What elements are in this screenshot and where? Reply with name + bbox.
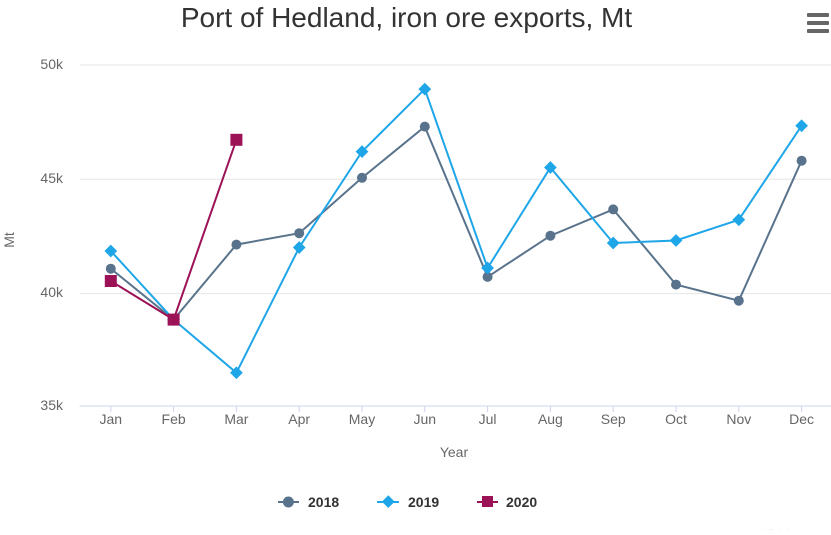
svg-text:40k: 40k — [40, 284, 64, 300]
svg-text:Jan: Jan — [100, 411, 123, 427]
svg-text:Oct: Oct — [665, 411, 687, 427]
svg-text:Mt: Mt — [1, 232, 17, 248]
svg-text:45k: 45k — [40, 170, 64, 186]
svg-text:50k: 50k — [40, 56, 64, 72]
svg-text:Jul: Jul — [479, 411, 497, 427]
svg-text:Aug: Aug — [538, 411, 563, 427]
svg-text:May: May — [349, 411, 375, 427]
svg-text:2019: 2019 — [408, 494, 439, 510]
svg-text:2018: 2018 — [308, 494, 339, 510]
svg-text:Dec: Dec — [789, 411, 814, 427]
svg-text:Feb: Feb — [162, 411, 186, 427]
svg-text:Sep: Sep — [601, 411, 626, 427]
svg-text:Nov: Nov — [726, 411, 751, 427]
svg-text:Apr: Apr — [288, 411, 310, 427]
svg-text:35k: 35k — [40, 397, 64, 413]
svg-text:Mar: Mar — [224, 411, 248, 427]
svg-text:2020: 2020 — [506, 494, 537, 510]
svg-text:Jun: Jun — [414, 411, 437, 427]
svg-text:Year: Year — [440, 444, 469, 460]
